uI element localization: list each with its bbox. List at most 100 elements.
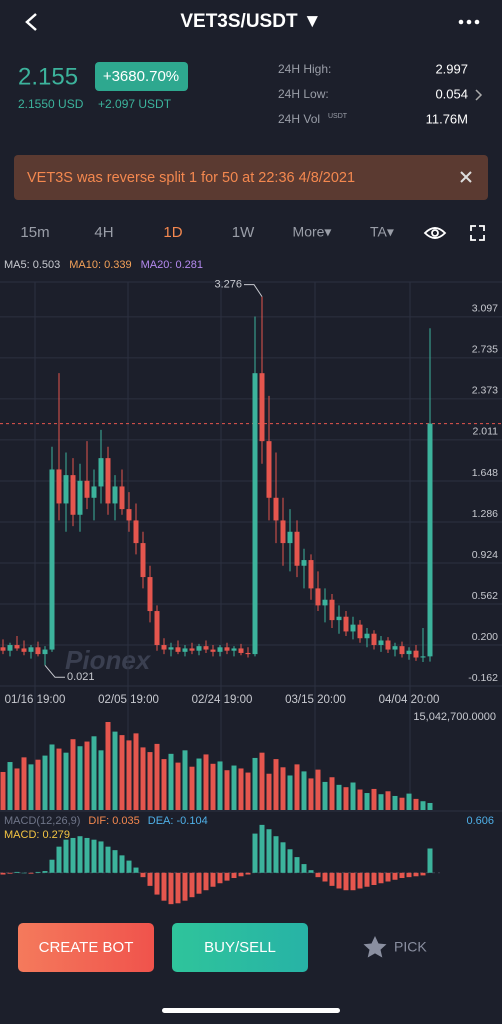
ma-label: MA20: 0.281 [141,259,203,271]
macd-bar [385,872,391,882]
eye-icon[interactable] [423,227,447,239]
stat-value: 2.997 [435,61,468,76]
candle-body [343,616,349,632]
volume-bar [28,764,34,810]
candle-body [119,486,125,510]
macd-bar [315,872,321,878]
candle-body [378,640,384,646]
y-tick-label: 0.924 [472,549,498,561]
macd-bar [273,836,279,873]
macd-label: MACD: 0.279 [4,829,70,841]
menu-button[interactable] [458,19,480,25]
candle-body [35,647,41,655]
candle-body [413,650,419,658]
macd-bar [35,871,41,873]
volume-bar [168,753,174,810]
macd-bar [231,872,237,879]
stat-label: 24H High: [278,62,331,76]
candle-body [182,648,188,652]
interval-tab[interactable]: 15m [20,224,49,241]
fullscreen-icon[interactable] [470,225,485,241]
macd-bar [182,872,188,901]
volume-bar [287,775,293,810]
candle-body [294,531,300,566]
interval-tab[interactable]: 1D [163,224,182,241]
candle-body [259,373,265,442]
macd-bar [196,872,202,894]
candle-body [329,599,335,621]
candle-body [56,469,62,504]
volume-bar [105,722,111,810]
interval-tab[interactable]: More▾ [293,224,332,240]
min-annotation: 0.021 [67,671,95,683]
interval-tab[interactable]: 4H [94,224,113,241]
macd-bar [364,872,370,887]
x-tick-label: 02/24 19:00 [192,694,253,706]
pair-title[interactable]: VET3S/USDT ▼ [180,11,321,32]
usd-price: 2.1550 USD [18,97,84,111]
macd-bar [98,841,104,873]
y-tick-label: 2.373 [472,385,498,397]
macd-bar [420,872,426,876]
y-tick-label: 2.735 [472,344,498,356]
interval-tab[interactable]: 1W [232,224,255,241]
min-pointer [44,664,65,678]
macd-bar [294,857,300,873]
volume-bar [210,763,216,810]
y-tick-label: 3.097 [472,303,498,315]
buy-sell-label[interactable]: BUY/SELL [204,939,276,956]
max-pointer [244,284,263,297]
candle-body [210,649,216,652]
candle-body [231,648,237,651]
pick-label[interactable]: PICK [394,939,427,955]
candle-body [0,647,6,651]
volume-bar [294,764,300,810]
candle-body [336,616,342,621]
low-arrow[interactable] [475,89,483,101]
macd-label: DIF: 0.035 [88,815,139,827]
macd-bar [21,872,27,874]
pick-star[interactable] [363,936,387,958]
volume-bar [385,791,391,810]
macd-bar [203,872,209,891]
volume-bar [245,772,251,810]
macd-bar [308,870,314,873]
volume-bar [371,788,377,810]
volume-bar [189,766,195,810]
banner-text: VET3S was reverse split 1 for 50 at 22:3… [27,170,355,186]
volume-bar [427,802,433,810]
macd-bar [245,872,251,875]
buy-sell-button[interactable] [172,923,308,972]
candle-body [385,640,391,650]
change-text: +3680.70% [103,68,179,85]
change-badge [95,62,188,91]
candle-body [42,649,48,655]
back-button[interactable] [25,13,37,31]
split-banner [14,155,488,200]
macd-bar [175,872,181,904]
banner-close[interactable] [460,171,472,183]
create-bot-label[interactable]: CREATE BOT [39,939,134,956]
volume-bar [343,787,349,810]
create-bot-button[interactable] [18,923,154,972]
macd-bar [322,872,328,882]
macd-bar [224,872,230,881]
volume-bar [126,740,132,810]
candle-body [112,486,118,504]
candle-body [84,480,90,498]
candle-body [91,486,97,498]
volume-bar [0,771,6,810]
volume-bar [280,767,286,810]
volume-bar [378,794,384,810]
candle-body [420,656,426,658]
interval-tab[interactable]: TA▾ [370,224,394,240]
candle-body [203,646,209,650]
x-tick-label: 03/15 20:00 [285,694,346,706]
volume-tick-label: 15,042,700.0000 [413,711,496,723]
macd-bar [84,837,90,873]
macd-bar [77,836,83,873]
watermark: Pionex [65,645,152,675]
volume-bar [224,770,230,810]
volume-bar [231,765,237,810]
candle-body [161,645,167,650]
